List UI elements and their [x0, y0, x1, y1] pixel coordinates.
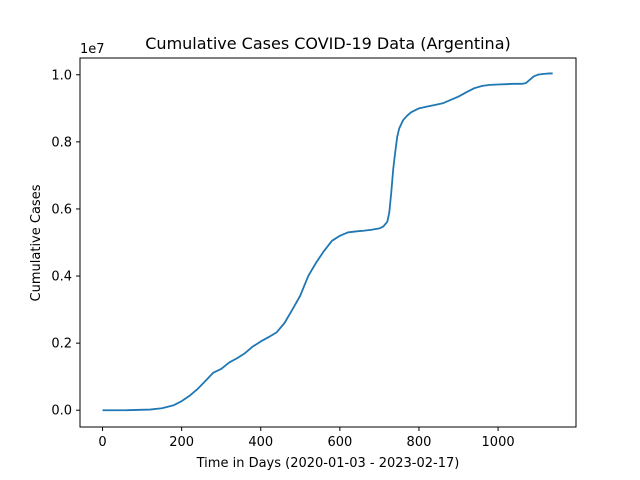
y-tick-label: 0.6	[51, 202, 72, 217]
y-tick-label: 1.0	[51, 68, 72, 83]
x-tick-label: 400	[248, 435, 273, 450]
y-axis-label: Cumulative Cases	[29, 184, 44, 301]
y-tick-label: 0.2	[51, 337, 72, 352]
x-axis-label: Time in Days (2020-01-03 - 2023-02-17)	[196, 456, 460, 471]
x-tick-label: 1000	[482, 435, 515, 450]
series-line	[102, 72, 553, 412]
y-tick-label: 0.0	[51, 404, 72, 419]
y-tick-label: 0.8	[51, 135, 72, 150]
x-tick-label: 200	[169, 435, 194, 450]
y-offset-label: 1e7	[80, 42, 105, 57]
chart-title: Cumulative Cases COVID-19 Data (Argentin…	[145, 34, 511, 53]
ticks-layer: 0 200 400 600 800 1000 0.0 0.2 0.4 0.6 0.8 1.0	[51, 68, 514, 450]
x-tick-label: 0	[98, 435, 106, 450]
y-tick-label: 0.4	[51, 270, 72, 285]
x-tick-label: 800	[407, 435, 432, 450]
plot-frame	[79, 57, 577, 428]
series-layer	[102, 72, 553, 412]
x-tick-label: 600	[327, 435, 352, 450]
